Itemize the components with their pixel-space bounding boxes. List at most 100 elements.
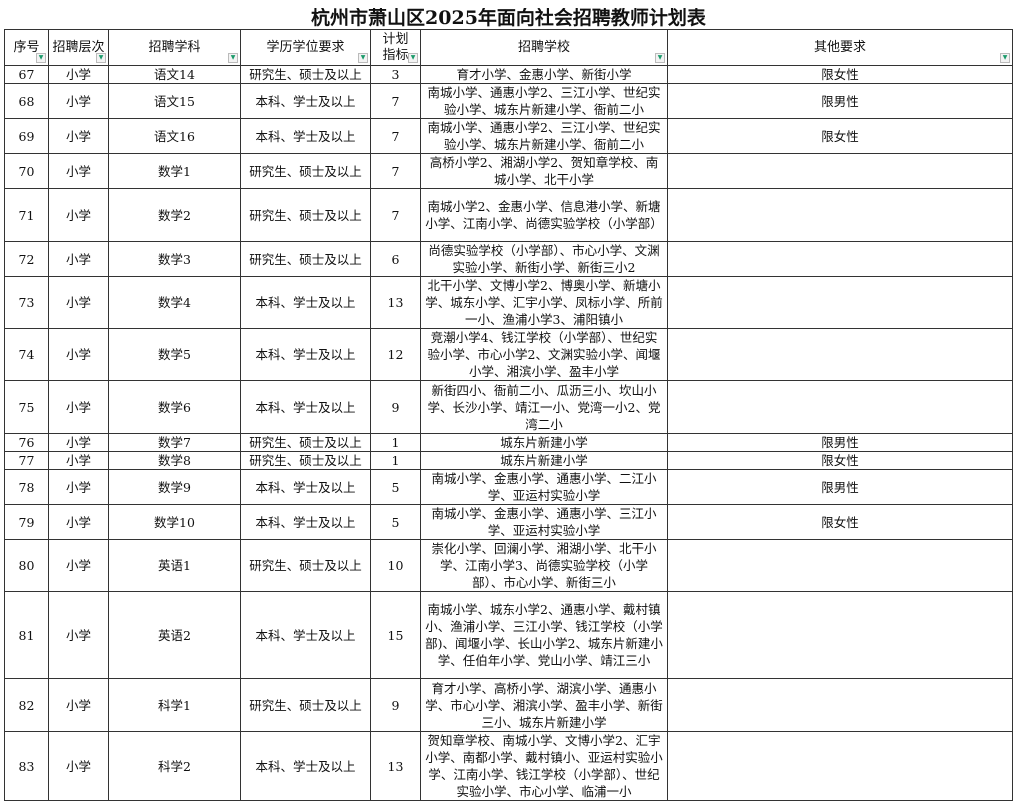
cell-edu[interactable]: 研究生、硕士及以上 [240, 678, 371, 732]
cell-other[interactable]: 限女性 [667, 504, 1013, 540]
cell-level[interactable]: 小学 [48, 731, 109, 801]
cell-subject[interactable]: 科学1 [108, 678, 241, 732]
cell-edu[interactable]: 本科、学士及以上 [240, 731, 371, 801]
cell-schools[interactable]: 北干小学、文博小学2、博奥小学、新塘小学、城东小学、汇宇小学、凤标小学、所前一小… [420, 276, 668, 329]
cell-subject[interactable]: 数学4 [108, 276, 241, 329]
cell-level[interactable]: 小学 [48, 678, 109, 732]
cell-schools[interactable]: 南城小学2、金惠小学、信息港小学、新塘小学、江南小学、尚德实验学校（小学部） [420, 188, 668, 242]
cell-no[interactable]: 73 [4, 276, 49, 329]
cell-level[interactable]: 小学 [48, 276, 109, 329]
cell-count[interactable]: 6 [370, 241, 421, 277]
cell-schools[interactable]: 南城小学、金惠小学、通惠小学、三江小学、亚运村实验小学 [420, 504, 668, 540]
cell-level[interactable]: 小学 [48, 504, 109, 540]
cell-count[interactable]: 13 [370, 731, 421, 801]
cell-level[interactable]: 小学 [48, 451, 109, 470]
cell-other[interactable] [667, 380, 1013, 434]
cell-level[interactable]: 小学 [48, 83, 109, 119]
cell-level[interactable]: 小学 [48, 65, 109, 84]
cell-count[interactable]: 15 [370, 591, 421, 679]
cell-other[interactable] [667, 328, 1013, 381]
cell-schools[interactable]: 城东片新建小学 [420, 451, 668, 470]
cell-no[interactable]: 82 [4, 678, 49, 732]
cell-schools[interactable]: 南城小学、金惠小学、通惠小学、二江小学、亚运村实验小学 [420, 469, 668, 505]
cell-count[interactable]: 5 [370, 469, 421, 505]
filter-dropdown-icon[interactable]: ▼ [1000, 53, 1010, 63]
filter-dropdown-icon[interactable]: ▼ [36, 53, 46, 63]
cell-other[interactable] [667, 678, 1013, 732]
cell-subject[interactable]: 数学10 [108, 504, 241, 540]
filter-dropdown-icon[interactable]: ▼ [228, 53, 238, 63]
cell-schools[interactable]: 竞潮小学4、钱江学校（小学部）、世纪实验小学、市心小学2、文渊实验小学、闻堰小学… [420, 328, 668, 381]
cell-subject[interactable]: 数学6 [108, 380, 241, 434]
cell-no[interactable]: 74 [4, 328, 49, 381]
cell-subject[interactable]: 数学7 [108, 433, 241, 452]
cell-count[interactable]: 7 [370, 118, 421, 154]
cell-edu[interactable]: 研究生、硕士及以上 [240, 241, 371, 277]
cell-count[interactable]: 9 [370, 380, 421, 434]
cell-schools[interactable]: 城东片新建小学 [420, 433, 668, 452]
cell-other[interactable]: 限女性 [667, 451, 1013, 470]
cell-subject[interactable]: 数学8 [108, 451, 241, 470]
cell-schools[interactable]: 南城小学、通惠小学2、三江小学、世纪实验小学、城东片新建小学、衙前二小 [420, 118, 668, 154]
cell-level[interactable]: 小学 [48, 188, 109, 242]
cell-schools[interactable]: 高桥小学2、湘湖小学2、贺知章学校、南城小学、北干小学 [420, 153, 668, 189]
cell-edu[interactable]: 本科、学士及以上 [240, 469, 371, 505]
cell-edu[interactable]: 研究生、硕士及以上 [240, 539, 371, 592]
cell-no[interactable]: 69 [4, 118, 49, 154]
cell-no[interactable]: 70 [4, 153, 49, 189]
cell-level[interactable]: 小学 [48, 118, 109, 154]
cell-no[interactable]: 72 [4, 241, 49, 277]
cell-subject[interactable]: 数学5 [108, 328, 241, 381]
cell-level[interactable]: 小学 [48, 469, 109, 505]
cell-level[interactable]: 小学 [48, 153, 109, 189]
cell-count[interactable]: 12 [370, 328, 421, 381]
cell-edu[interactable]: 研究生、硕士及以上 [240, 451, 371, 470]
cell-schools[interactable]: 育才小学、金惠小学、新街小学 [420, 65, 668, 84]
cell-count[interactable]: 7 [370, 83, 421, 119]
cell-count[interactable]: 3 [370, 65, 421, 84]
cell-level[interactable]: 小学 [48, 328, 109, 381]
cell-edu[interactable]: 研究生、硕士及以上 [240, 433, 371, 452]
filter-dropdown-icon[interactable]: ▼ [655, 53, 665, 63]
filter-dropdown-icon[interactable]: ▼ [96, 53, 106, 63]
cell-subject[interactable]: 语文16 [108, 118, 241, 154]
cell-subject[interactable]: 数学9 [108, 469, 241, 505]
cell-level[interactable]: 小学 [48, 241, 109, 277]
cell-subject[interactable]: 数学3 [108, 241, 241, 277]
cell-edu[interactable]: 研究生、硕士及以上 [240, 153, 371, 189]
cell-edu[interactable]: 本科、学士及以上 [240, 83, 371, 119]
cell-schools[interactable]: 尚德实验学校（小学部）、市心小学、文渊实验小学、新街小学、新街三小2 [420, 241, 668, 277]
cell-schools[interactable]: 贺知章学校、南城小学、文博小学2、汇宇小学、南都小学、戴村镇小、亚运村实验小学、… [420, 731, 668, 801]
cell-subject[interactable]: 语文14 [108, 65, 241, 84]
cell-edu[interactable]: 本科、学士及以上 [240, 591, 371, 679]
cell-subject[interactable]: 语文15 [108, 83, 241, 119]
cell-count[interactable]: 1 [370, 433, 421, 452]
cell-other[interactable]: 限男性 [667, 469, 1013, 505]
cell-no[interactable]: 78 [4, 469, 49, 505]
cell-no[interactable]: 75 [4, 380, 49, 434]
cell-other[interactable] [667, 276, 1013, 329]
cell-other[interactable]: 限男性 [667, 433, 1013, 452]
cell-no[interactable]: 71 [4, 188, 49, 242]
cell-no[interactable]: 76 [4, 433, 49, 452]
cell-no[interactable]: 67 [4, 65, 49, 84]
cell-count[interactable]: 1 [370, 451, 421, 470]
cell-other[interactable] [667, 591, 1013, 679]
cell-other[interactable] [667, 241, 1013, 277]
cell-level[interactable]: 小学 [48, 591, 109, 679]
cell-no[interactable]: 68 [4, 83, 49, 119]
cell-edu[interactable]: 本科、学士及以上 [240, 504, 371, 540]
cell-subject[interactable]: 英语2 [108, 591, 241, 679]
cell-other[interactable] [667, 188, 1013, 242]
cell-schools[interactable]: 育才小学、高桥小学、湖滨小学、通惠小学、市心小学、湘滨小学、盈丰小学、新街三小、… [420, 678, 668, 732]
cell-no[interactable]: 80 [4, 539, 49, 592]
cell-edu[interactable]: 本科、学士及以上 [240, 276, 371, 329]
filter-dropdown-icon[interactable]: ▼ [358, 53, 368, 63]
cell-schools[interactable]: 南城小学、城东小学2、通惠小学、戴村镇小、渔浦小学、三江小学、钱江学校（小学部)… [420, 591, 668, 679]
cell-other[interactable]: 限女性 [667, 118, 1013, 154]
cell-level[interactable]: 小学 [48, 433, 109, 452]
cell-other[interactable] [667, 539, 1013, 592]
cell-subject[interactable]: 数学2 [108, 188, 241, 242]
cell-no[interactable]: 81 [4, 591, 49, 679]
cell-count[interactable]: 7 [370, 188, 421, 242]
